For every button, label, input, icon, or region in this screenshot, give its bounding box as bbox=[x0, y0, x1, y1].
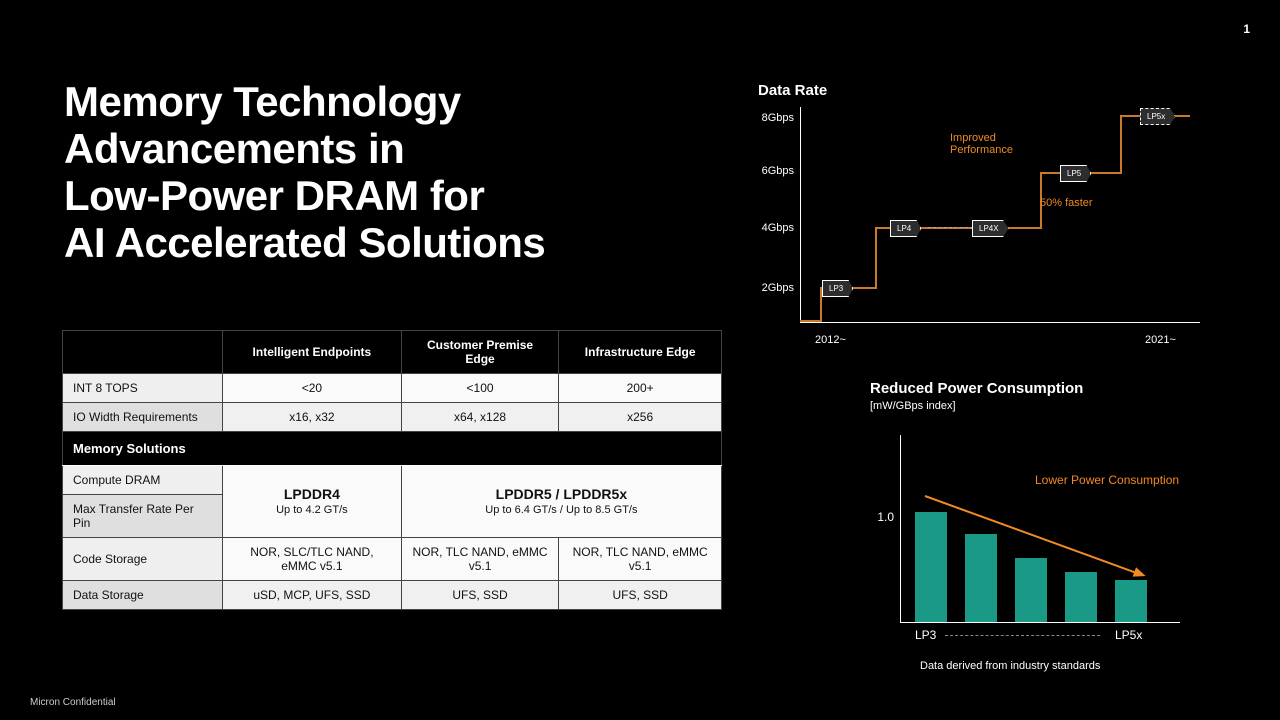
chart2-xend: LP5x bbox=[1115, 628, 1142, 642]
bar-lp5x bbox=[1115, 580, 1147, 622]
table-row: Code Storage NOR, SLC/TLC NAND, eMMC v5.… bbox=[63, 538, 722, 581]
table-row: INT 8 TOPS <20 <100 200+ bbox=[63, 374, 722, 403]
footer-confidential: Micron Confidential bbox=[30, 697, 116, 708]
cell: NOR, TLC NAND, eMMC v5.1 bbox=[559, 538, 722, 581]
lpddr4-title: LPDDR4 bbox=[284, 486, 340, 502]
th-endpoints: Intelligent Endpoints bbox=[223, 331, 402, 374]
node-lp3: LP3 bbox=[822, 280, 853, 297]
chart2-x-axis bbox=[900, 622, 1180, 623]
th-blank bbox=[63, 331, 223, 374]
ytick: 6Gbps bbox=[754, 165, 794, 177]
annot-lower-power: Lower Power Consumption bbox=[1035, 473, 1179, 487]
th-infra: Infrastructure Edge bbox=[559, 331, 722, 374]
cell: NOR, TLC NAND, eMMC v5.1 bbox=[401, 538, 559, 581]
cell: UFS, SSD bbox=[559, 581, 722, 610]
annot-text: Improved bbox=[950, 132, 996, 144]
section-header: Memory Solutions bbox=[63, 432, 722, 466]
step bbox=[1120, 115, 1122, 174]
table-row: Compute DRAM LPDDR4 Up to 4.2 GT/s LPDDR… bbox=[63, 466, 722, 495]
title-line-1: Memory Technology bbox=[64, 78, 461, 125]
ytick: 8Gbps bbox=[754, 112, 794, 124]
node-lp4: LP4 bbox=[890, 220, 921, 237]
chart1-x-axis bbox=[800, 322, 1200, 323]
title-line-4: AI Accelerated Solutions bbox=[64, 219, 545, 266]
xlabel-end: 2021~ bbox=[1145, 334, 1176, 346]
chart2-xdash bbox=[945, 635, 1100, 636]
node-lp5: LP5 bbox=[1060, 165, 1091, 182]
ytick: 2Gbps bbox=[754, 282, 794, 294]
memory-solutions-table: Intelligent Endpoints Customer Premise E… bbox=[62, 330, 722, 610]
annot-text: Performance bbox=[950, 144, 1013, 156]
row-label: Code Storage bbox=[63, 538, 223, 581]
lpddr4-sub: Up to 4.2 GT/s bbox=[233, 503, 391, 517]
chart2-xstart: LP3 bbox=[915, 628, 936, 642]
cell: NOR, SLC/TLC NAND, eMMC v5.1 bbox=[223, 538, 402, 581]
bar bbox=[1015, 558, 1047, 622]
row-label: IO Width Requirements bbox=[63, 403, 223, 432]
table-row: Data Storage uSD, MCP, UFS, SSD UFS, SSD… bbox=[63, 581, 722, 610]
chart1-title: Data Rate bbox=[758, 82, 827, 99]
bar bbox=[1065, 572, 1097, 622]
arrow-head-icon bbox=[1133, 567, 1148, 581]
cell: x16, x32 bbox=[223, 403, 402, 432]
step bbox=[800, 320, 820, 322]
step bbox=[875, 227, 877, 289]
chart2-y-axis bbox=[900, 435, 901, 623]
annot-50faster: 50% faster bbox=[1040, 197, 1093, 209]
row-label: Data Storage bbox=[63, 581, 223, 610]
slide-title: Memory Technology Advancements in Low-Po… bbox=[64, 78, 545, 266]
title-line-2: Advancements in bbox=[64, 125, 404, 172]
xlabel-start: 2012~ bbox=[815, 334, 846, 346]
bar-lp3 bbox=[915, 512, 947, 622]
title-line-3: Low-Power DRAM for bbox=[64, 172, 484, 219]
chart2-subtitle: [mW/GBps index] bbox=[870, 400, 956, 412]
step bbox=[820, 287, 822, 322]
chart1-y-axis bbox=[800, 107, 801, 322]
cell: x256 bbox=[559, 403, 722, 432]
lpddr5-sub: Up to 6.4 GT/s / Up to 8.5 GT/s bbox=[412, 503, 711, 517]
annot-improved: Improved Performance bbox=[950, 132, 1013, 156]
lpddr5-cell: LPDDR5 / LPDDR5x Up to 6.4 GT/s / Up to … bbox=[401, 466, 721, 538]
power-chart: Reduced Power Consumption [mW/GBps index… bbox=[850, 380, 1220, 670]
data-rate-chart: Data Rate 8Gbps 6Gbps 4Gbps 2Gbps 2012~ … bbox=[750, 82, 1220, 342]
connector bbox=[928, 227, 973, 228]
chart2-source: Data derived from industry standards bbox=[920, 660, 1100, 672]
node-lp5x: LP5x bbox=[1140, 108, 1175, 125]
node-lp4x: LP4X bbox=[972, 220, 1009, 237]
cell: <100 bbox=[401, 374, 559, 403]
cell: x64, x128 bbox=[401, 403, 559, 432]
row-label: INT 8 TOPS bbox=[63, 374, 223, 403]
table-row: IO Width Requirements x16, x32 x64, x128… bbox=[63, 403, 722, 432]
cell: <20 bbox=[223, 374, 402, 403]
cell: UFS, SSD bbox=[401, 581, 559, 610]
chart2-title: Reduced Power Consumption bbox=[870, 380, 1083, 397]
chart2-ylabel: 1.0 bbox=[864, 510, 894, 524]
cell: 200+ bbox=[559, 374, 722, 403]
row-label: Max Transfer Rate Per Pin bbox=[63, 495, 223, 538]
lpddr4-cell: LPDDR4 Up to 4.2 GT/s bbox=[223, 466, 402, 538]
cell: uSD, MCP, UFS, SSD bbox=[223, 581, 402, 610]
page-number: 1 bbox=[1243, 22, 1250, 36]
bar bbox=[965, 534, 997, 622]
th-premise: Customer Premise Edge bbox=[401, 331, 559, 374]
row-label: Compute DRAM bbox=[63, 466, 223, 495]
lpddr5-title: LPDDR5 / LPDDR5x bbox=[496, 486, 627, 502]
ytick: 4Gbps bbox=[754, 222, 794, 234]
